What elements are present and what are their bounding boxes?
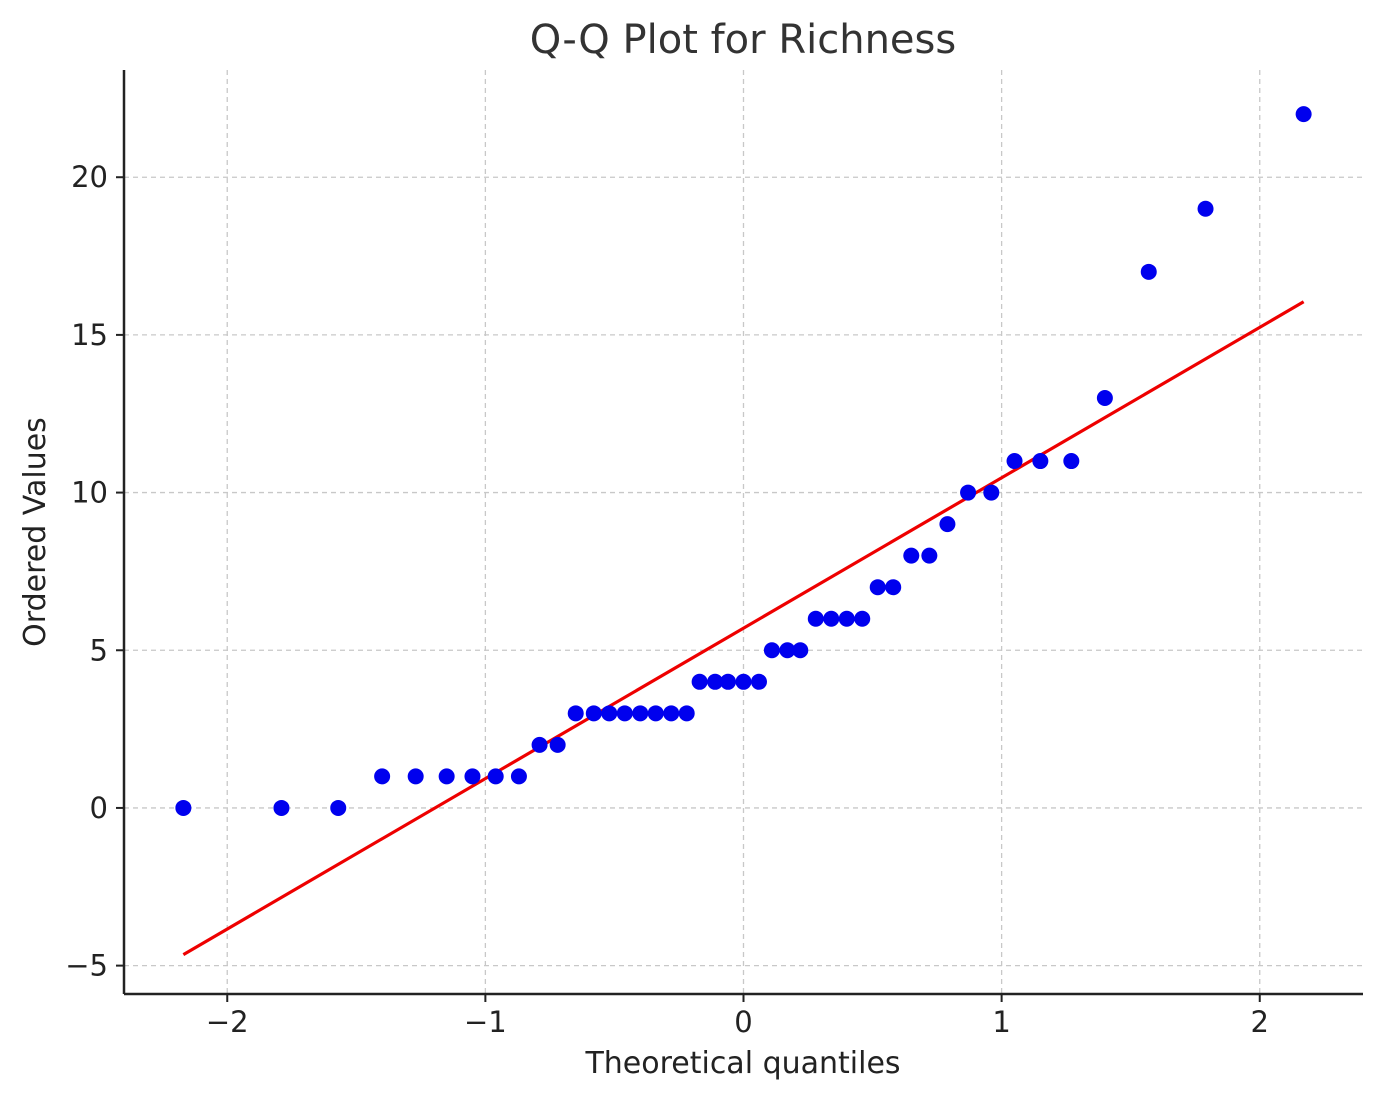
data-point [273, 799, 290, 816]
x-tick-label: 2 [1251, 1005, 1269, 1039]
x-axis-label: Theoretical quantiles [584, 1046, 900, 1081]
data-point [663, 705, 680, 722]
data-point [691, 673, 708, 690]
data-point [407, 768, 424, 785]
data-point [960, 484, 977, 501]
data-point [1032, 453, 1049, 470]
data-point [585, 705, 602, 722]
data-point [792, 642, 809, 659]
data-point [531, 736, 548, 753]
data-point [464, 768, 481, 785]
data-point [374, 768, 391, 785]
fit-line-layer [182, 300, 1305, 956]
y-tick-label: 5 [90, 633, 108, 667]
data-point [779, 642, 796, 659]
y-tick-label: −5 [65, 949, 108, 983]
y-tick-label: 10 [71, 476, 108, 510]
data-point [807, 610, 824, 627]
data-point [1006, 453, 1023, 470]
data-point [1197, 200, 1214, 217]
data-point [823, 610, 840, 627]
x-tick-label: 0 [734, 1005, 752, 1039]
data-point [438, 768, 455, 785]
data-point [763, 642, 780, 659]
data-point [647, 705, 664, 722]
x-tick-label: −1 [464, 1005, 507, 1039]
fit-line [182, 300, 1305, 956]
data-point [487, 768, 504, 785]
points-layer [175, 106, 1312, 816]
y-tick-label: 20 [71, 160, 108, 194]
data-point [903, 547, 920, 564]
grid-layer [124, 70, 1363, 994]
y-tick-label: 15 [71, 318, 108, 352]
y-axis-label: Ordered Values [18, 417, 53, 647]
data-point [838, 610, 855, 627]
chart-title: Q-Q Plot for Richness [530, 17, 956, 63]
data-point [1063, 453, 1080, 470]
data-point [601, 705, 618, 722]
x-tick-label: 1 [992, 1005, 1010, 1039]
data-point [885, 579, 902, 596]
data-point [720, 673, 737, 690]
data-point [921, 547, 938, 564]
y-tick-label: 0 [90, 791, 108, 825]
data-point [678, 705, 695, 722]
data-point [939, 516, 956, 533]
data-point [854, 610, 871, 627]
data-point [869, 579, 886, 596]
data-point [632, 705, 649, 722]
data-point [330, 799, 347, 816]
data-point [735, 673, 752, 690]
data-point [616, 705, 633, 722]
ticks-layer: −2 −1 0 1 2 −5 0 5 10 15 20 [65, 160, 1269, 1039]
data-point [983, 484, 1000, 501]
data-point [707, 673, 724, 690]
data-point [567, 705, 584, 722]
data-point [1295, 106, 1312, 123]
data-point [750, 673, 767, 690]
data-point [175, 799, 192, 816]
data-point [510, 768, 527, 785]
data-point [1140, 263, 1157, 280]
x-tick-label: −2 [206, 1005, 249, 1039]
data-point [549, 736, 566, 753]
data-point [1096, 389, 1113, 406]
